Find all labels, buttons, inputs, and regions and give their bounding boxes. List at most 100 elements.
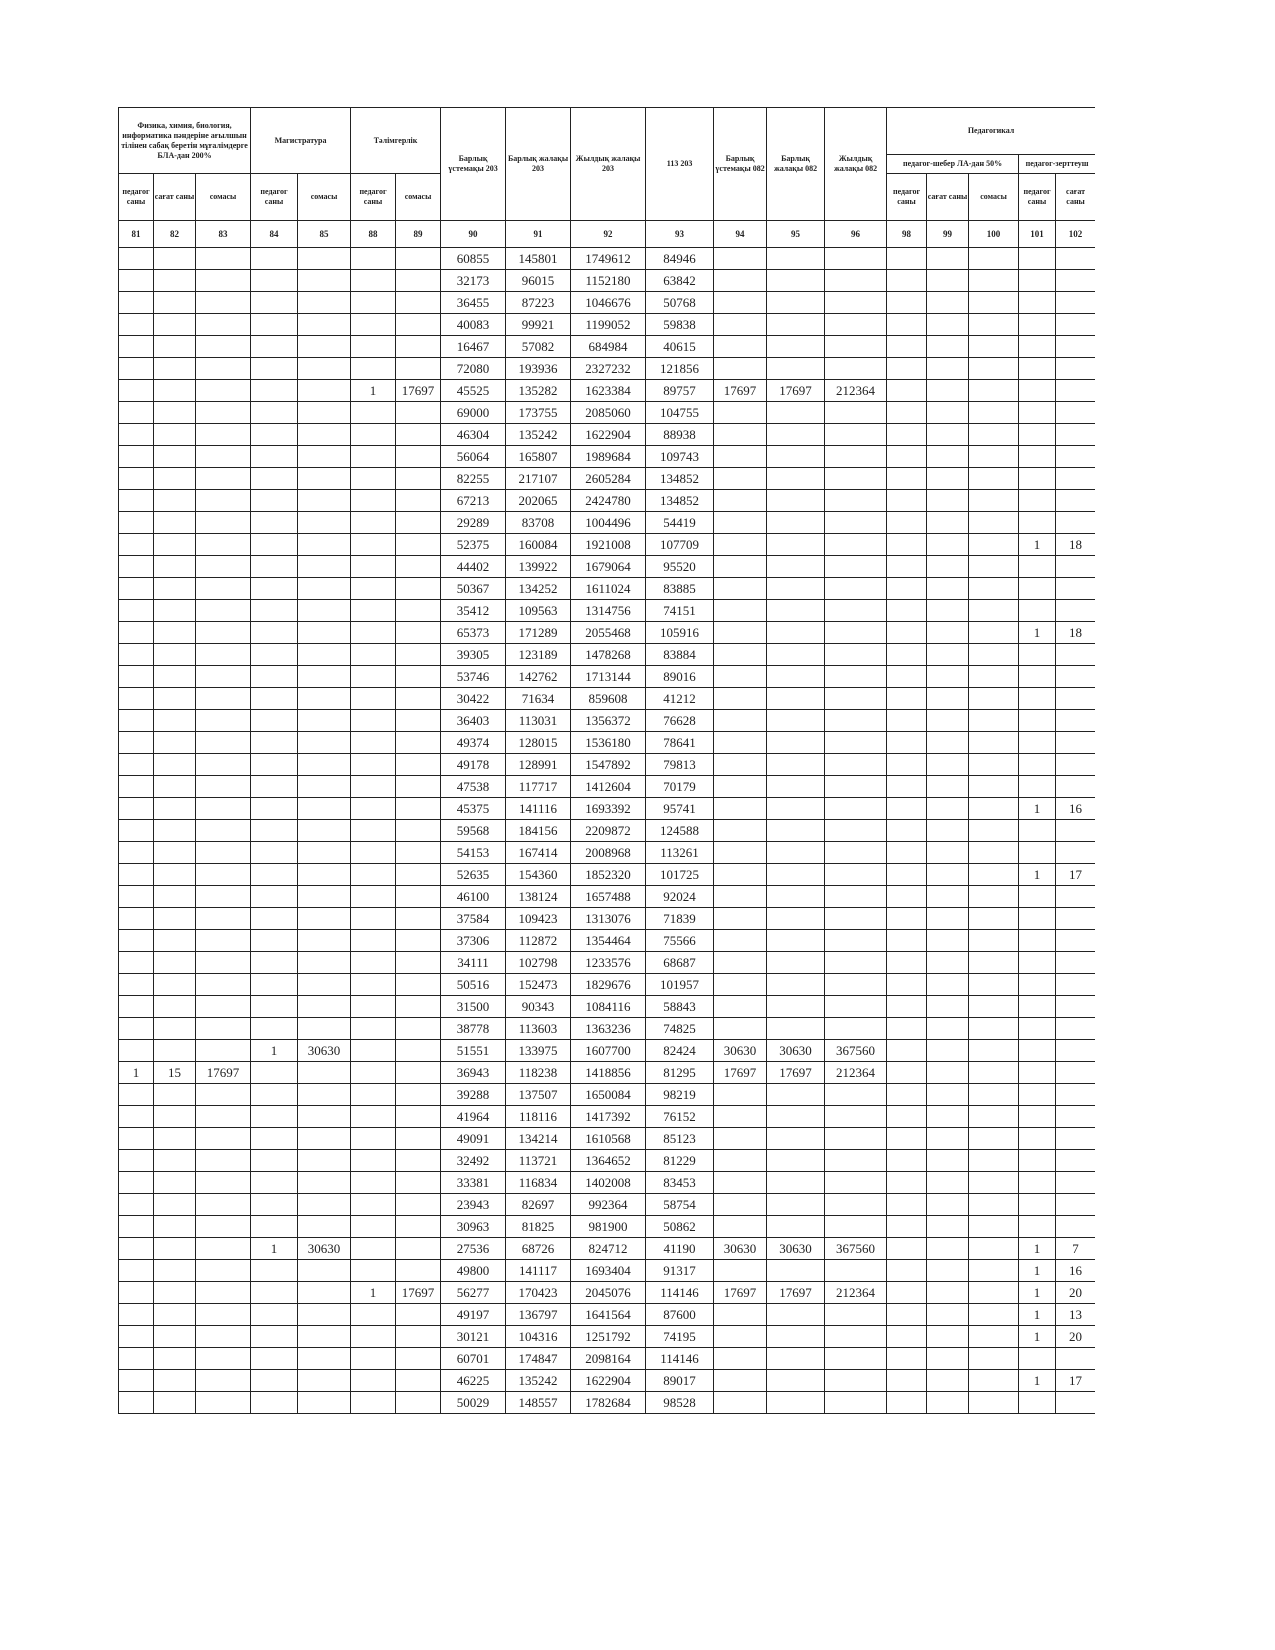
empty-cell [194,291,252,314]
empty-cell [1055,1061,1095,1084]
cell: 18 [1055,533,1095,556]
cell: 2424780 [570,489,647,512]
empty-cell [153,1039,196,1062]
empty-cell [766,621,826,644]
empty-cell [968,709,1020,732]
empty-cell [968,885,1020,908]
empty-cell [926,1281,970,1304]
empty-cell [194,269,252,292]
cell: 1 [1018,797,1057,820]
empty-cell [250,335,299,358]
cell: 50367 [440,577,507,600]
empty-cell [297,577,352,600]
table-row: 32173 96015 1152180 63842 [118,269,1095,292]
empty-cell [194,643,252,666]
empty-cell [250,1259,299,1282]
table-row: 32492 113721 1364652 81229 [118,1149,1095,1172]
empty-cell [395,1259,442,1282]
empty-cell [194,863,252,886]
empty-cell [926,1171,970,1194]
empty-cell [297,687,352,710]
empty-cell [395,1171,442,1194]
empty-cell [1055,555,1095,578]
cell: 44402 [440,555,507,578]
empty-cell [1055,731,1095,754]
table-row: 36403 113031 1356372 76628 [118,709,1095,732]
cell: 37584 [440,907,507,930]
empty-cell [824,665,888,688]
subheader: сағат саны [1055,173,1095,221]
empty-cell [297,467,352,490]
empty-cell [297,379,352,402]
empty-cell [194,511,252,534]
empty-cell [250,423,299,446]
cell: 45525 [440,379,507,402]
empty-cell [926,709,970,732]
empty-cell [926,1369,970,1392]
cell: 2098164 [570,1347,647,1370]
empty-cell [194,335,252,358]
cell: 20 [1055,1281,1095,1304]
empty-cell [194,687,252,710]
empty-cell [766,643,826,666]
empty-cell [194,1391,252,1414]
subheader: сомасы [297,173,352,221]
empty-cell [1055,973,1095,996]
empty-cell [350,401,397,424]
empty-cell [766,819,826,842]
cell: 7 [1055,1237,1095,1260]
empty-cell [395,643,442,666]
cell: 128991 [505,753,572,776]
empty-cell [194,423,252,446]
empty-cell [886,1193,928,1216]
empty-cell [194,731,252,754]
empty-cell [713,577,768,600]
table-row: 1 30630 51551 133975 1607700 82424 30630 30630 3… [118,1039,1095,1062]
empty-cell [824,401,888,424]
cell: 992364 [570,1193,647,1216]
empty-cell [1018,1171,1057,1194]
empty-cell [395,885,442,908]
cell: 1610568 [570,1127,647,1150]
cell: 35412 [440,599,507,622]
empty-cell [297,555,352,578]
empty-cell [153,269,196,292]
empty-cell [153,247,196,270]
cell: 1641564 [570,1303,647,1326]
empty-cell [766,1325,826,1348]
cell: 152473 [505,973,572,996]
table-row: 37584 109423 1313076 71839 [118,907,1095,930]
empty-cell [395,863,442,886]
empty-cell [824,797,888,820]
column-header: 113 203 [645,107,715,221]
empty-cell [395,489,442,512]
empty-cell [824,1369,888,1392]
cell: 74195 [645,1325,715,1348]
empty-cell [713,1193,768,1216]
cell: 1199052 [570,313,647,336]
cell: 20 [1055,1325,1095,1348]
cell: 52375 [440,533,507,556]
column-number: 95 [766,220,826,248]
empty-cell [824,1325,888,1348]
empty-cell [297,973,352,996]
empty-cell [395,313,442,336]
cell: 54419 [645,511,715,534]
cell: 212364 [824,1281,888,1304]
table-row: 49091 134214 1610568 85123 [118,1127,1095,1150]
empty-cell [968,775,1020,798]
cell: 36943 [440,1061,507,1084]
empty-cell [153,379,196,402]
empty-cell [350,1105,397,1128]
empty-cell [350,1325,397,1348]
empty-cell [1055,841,1095,864]
empty-cell [824,555,888,578]
empty-cell [886,1259,928,1282]
cell: 1354464 [570,929,647,952]
empty-cell [250,489,299,512]
empty-cell [968,819,1020,842]
empty-cell [153,313,196,336]
empty-cell [886,643,928,666]
cell: 165807 [505,445,572,468]
empty-cell [194,951,252,974]
